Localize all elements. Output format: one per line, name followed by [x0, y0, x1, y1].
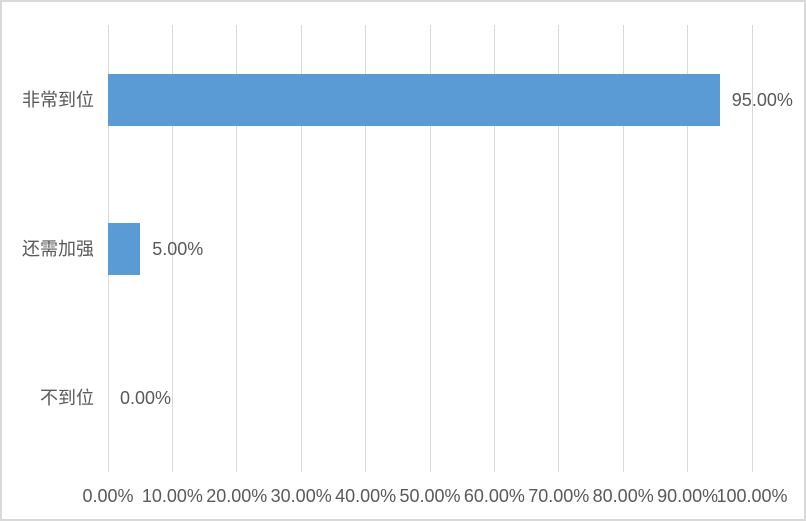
x-axis-tick-label: 10.00% — [141, 486, 203, 506]
x-axis-tick-label: 90.00% — [657, 486, 719, 506]
x-axis-tick-label: 50.00% — [399, 486, 461, 506]
major-gridline — [687, 25, 689, 472]
major-gridline — [171, 25, 173, 472]
category-label: 还需加强 — [22, 238, 94, 259]
x-axis-tick-label: 80.00% — [592, 486, 654, 506]
major-gridline — [622, 25, 624, 472]
major-gridline — [300, 25, 302, 472]
data-bar[interactable] — [108, 73, 720, 126]
x-axis-tick-label: 60.00% — [463, 486, 525, 506]
major-gridline — [751, 25, 753, 472]
x-axis-tick-label: 20.00% — [206, 486, 268, 506]
major-gridline — [365, 25, 367, 472]
x-axis-tick-label: 70.00% — [528, 486, 590, 506]
major-gridline — [493, 25, 495, 472]
major-gridline — [429, 25, 431, 472]
category-label: 不到位 — [40, 387, 94, 408]
x-axis-tick-label: 100.00% — [716, 486, 788, 506]
x-axis-tick-label: 40.00% — [335, 486, 397, 506]
data-value-label: 5.00% — [152, 238, 204, 259]
x-axis-tick-label: 30.00% — [270, 486, 332, 506]
major-gridline — [558, 25, 560, 472]
data-value-label: 0.00% — [120, 387, 172, 408]
x-axis-tick-label: 0.00% — [82, 486, 134, 506]
major-gridline — [236, 25, 238, 472]
data-value-label: 95.00% — [731, 89, 793, 110]
data-bar[interactable] — [108, 222, 141, 275]
category-label: 非常到位 — [22, 89, 94, 110]
